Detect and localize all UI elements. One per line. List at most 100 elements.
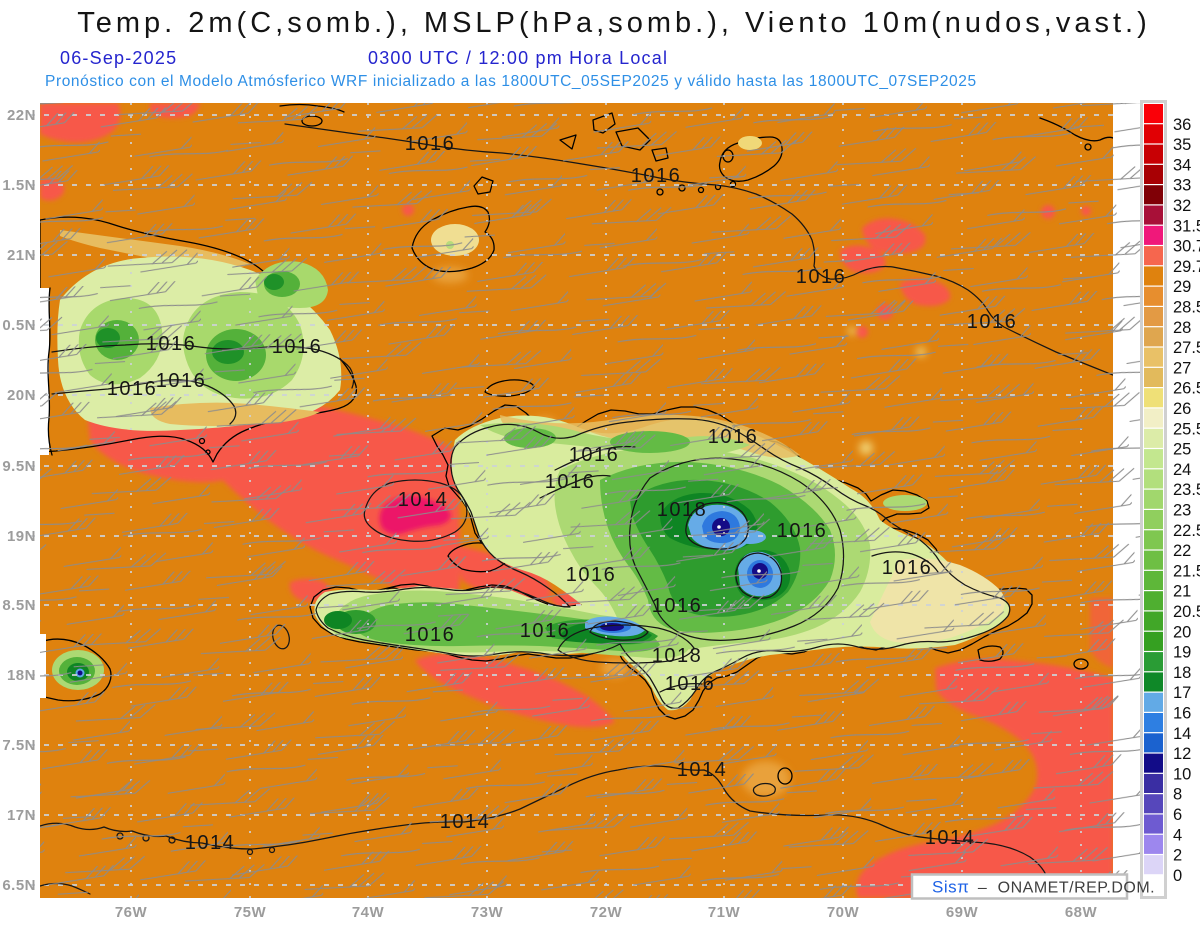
colorbar-tick-label: 28.5 — [1173, 299, 1200, 317]
weather-map-page: Temp. 2m(C,somb.), MSLP(hPa,somb.), Vien… — [0, 0, 1200, 927]
colorbar-cell — [1144, 226, 1163, 245]
isobar-label-1018: 1018 — [657, 499, 708, 521]
colorbar-tick-label: 31.5 — [1173, 217, 1200, 235]
isobar-label-1014: 1014 — [677, 759, 728, 781]
colorbar-tick-label: 4 — [1173, 826, 1182, 844]
colorbar-cell — [1144, 104, 1163, 123]
colorbar-tick-label: 20.5 — [1173, 603, 1200, 621]
credit-badge: Sisπ – ONAMET/REP.DOM. — [912, 875, 1155, 899]
isobar-label-1016: 1016 — [708, 426, 759, 448]
colorbar-tick-label: 26 — [1173, 400, 1191, 418]
colorbar-cell — [1144, 145, 1163, 164]
colorbar-cell — [1144, 835, 1163, 854]
lat-label: 21N — [7, 247, 36, 264]
lat-label: 17N — [7, 807, 36, 824]
colorbar-cell — [1144, 368, 1163, 387]
isobar-label-1016: 1016 — [882, 557, 933, 579]
colorbar-cells — [1144, 104, 1163, 895]
lat-label: 8.5N — [2, 597, 36, 614]
isobar-label-1018: 1018 — [652, 645, 703, 667]
colorbar-labels: 363534333231.530.729.72928.52827.52726.5… — [1173, 116, 1200, 885]
colorbar-tick-label: 25 — [1173, 441, 1191, 459]
colorbar-tick-label: 26.5 — [1173, 380, 1200, 398]
isobar-label-1016: 1016 — [520, 620, 571, 642]
colorbar-cell — [1144, 287, 1163, 306]
colorbar-cell — [1144, 530, 1163, 549]
isobar-label-1016: 1016 — [631, 165, 682, 187]
valid-time: 0300 UTC / 12:00 pm Hora Local — [368, 48, 668, 68]
svg-text:Sisπ – ONAMET/REP.: Sisπ – ONAMET/REP.DOM. — [932, 878, 1155, 897]
colorbar-cell — [1144, 490, 1163, 509]
colorbar-cell — [1144, 794, 1163, 813]
weather-map-svg: Temp. 2m(C,somb.), MSLP(hPa,somb.), Vien… — [0, 0, 1200, 927]
colorbar-cell — [1144, 551, 1163, 570]
isobar-label-1014: 1014 — [440, 811, 491, 833]
colorbar-cell — [1144, 246, 1163, 265]
colorbar-tick-label: 25.5 — [1173, 420, 1200, 438]
colorbar-cell — [1144, 185, 1163, 204]
wind-barb-overlay — [40, 103, 1140, 898]
colorbar-tick-label: 17 — [1173, 684, 1191, 702]
brand-logo-text: Sisπ — [932, 878, 969, 897]
colorbar-cell — [1144, 571, 1163, 590]
lat-label: 1.5N — [2, 177, 36, 194]
colorbar-cell — [1144, 510, 1163, 529]
colorbar-cell — [1144, 754, 1163, 773]
isobar-label-1016: 1016 — [967, 311, 1018, 333]
lat-label: 19N — [7, 528, 36, 545]
colorbar-tick-label: 20 — [1173, 623, 1191, 641]
forecast-subtitle: Pronóstico con el Modelo Atmósferico WRF… — [45, 73, 977, 90]
colorbar-tick-label: 27.5 — [1173, 339, 1200, 357]
colorbar-cell — [1144, 672, 1163, 691]
lat-label: 22N — [7, 107, 36, 124]
longitude-axis: 76W75W74W73W72W71W70W69W68W — [115, 904, 1098, 921]
colorbar-cell — [1144, 774, 1163, 793]
isobar-label-1016: 1016 — [545, 471, 596, 493]
colorbar-tick-label: 27 — [1173, 359, 1191, 377]
lat-label: 18N — [7, 667, 36, 684]
isobar-label-1016: 1016 — [777, 520, 828, 542]
colorbar-cell — [1144, 713, 1163, 732]
colorbar-tick-label: 12 — [1173, 745, 1191, 763]
colorbar-tick-label: 23 — [1173, 502, 1191, 520]
colorbar-tick-label: 8 — [1173, 786, 1182, 804]
colorbar-tick-label: 22 — [1173, 542, 1191, 560]
colorbar-cell — [1144, 815, 1163, 834]
temperature-colorbar: 363534333231.530.729.72928.52827.52726.5… — [1142, 102, 1200, 898]
colorbar-tick-label: 28 — [1173, 319, 1191, 337]
isobar-label-1014: 1014 — [925, 827, 976, 849]
colorbar-tick-label: 2 — [1173, 847, 1182, 865]
colorbar-tick-label: 35 — [1173, 136, 1191, 154]
colorbar-cell — [1144, 591, 1163, 610]
isobar-label-1016: 1016 — [569, 444, 620, 466]
colorbar-tick-label: 6 — [1173, 806, 1182, 824]
colorbar-tick-label: 18 — [1173, 664, 1191, 682]
colorbar-tick-label: 21 — [1173, 583, 1191, 601]
lon-label: 71W — [708, 904, 741, 921]
colorbar-tick-label: 30.7 — [1173, 238, 1200, 256]
colorbar-tick-label: 16 — [1173, 705, 1191, 723]
colorbar-cell — [1144, 449, 1163, 468]
colorbar-cell — [1144, 348, 1163, 367]
colorbar-cell — [1144, 632, 1163, 651]
colorbar-tick-label: 24 — [1173, 461, 1191, 479]
colorbar-cell — [1144, 266, 1163, 285]
colorbar-cell — [1144, 409, 1163, 428]
colorbar-cell — [1144, 855, 1163, 874]
colorbar-tick-label: 29 — [1173, 278, 1191, 296]
lon-label: 74W — [352, 904, 385, 921]
colorbar-tick-label: 10 — [1173, 765, 1191, 783]
lon-label: 72W — [590, 904, 623, 921]
colorbar-tick-label: 14 — [1173, 725, 1191, 743]
isobar-label-1016: 1016 — [566, 564, 617, 586]
lat-label: 20N — [7, 387, 36, 404]
isobar-label-1016: 1016 — [146, 333, 197, 355]
isobar-label-1016: 1016 — [665, 673, 716, 695]
colorbar-tick-label: 33 — [1173, 177, 1191, 195]
lon-label: 68W — [1065, 904, 1098, 921]
colorbar-tick-label: 22.5 — [1173, 522, 1200, 540]
lat-label: 9.5N — [2, 458, 36, 475]
isobar-label-1016: 1016 — [405, 624, 456, 646]
colorbar-cell — [1144, 429, 1163, 448]
credit-separator: – — [978, 880, 987, 897]
